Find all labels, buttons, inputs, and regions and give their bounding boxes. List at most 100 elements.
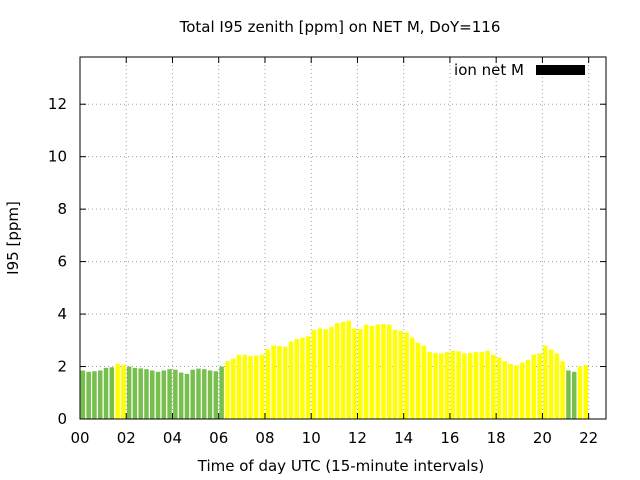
bar [97, 370, 103, 419]
bar [196, 368, 201, 419]
bar [346, 320, 352, 419]
x-tick-label: 00 [70, 429, 89, 447]
legend: ion net M [454, 61, 585, 79]
bar [161, 370, 167, 419]
bar [236, 354, 242, 419]
y-tick-label: 10 [48, 148, 67, 166]
bar [184, 373, 190, 419]
legend-swatch [536, 65, 585, 75]
bar [138, 368, 143, 419]
bar [375, 324, 380, 419]
chart-title: Total I95 zenith [ppm] on NET M, DoY=116 [179, 18, 501, 36]
bar [294, 338, 300, 419]
x-tick-label: 12 [348, 429, 367, 447]
y-tick-label: 2 [57, 358, 67, 376]
y-tick-label: 0 [57, 410, 67, 428]
bar [392, 329, 398, 419]
bar [485, 350, 490, 419]
bar [259, 354, 265, 419]
bar [126, 366, 132, 419]
x-tick-label: 14 [394, 429, 413, 447]
bar [149, 370, 155, 419]
axis-ticks [79, 57, 606, 420]
bar [554, 353, 560, 419]
bar [519, 362, 525, 419]
bar [306, 336, 311, 419]
bar [288, 341, 294, 419]
bar [225, 361, 230, 419]
bar [427, 352, 432, 419]
y-tick-label: 12 [48, 95, 67, 113]
bar [421, 345, 427, 419]
bar [277, 346, 282, 419]
bar [543, 345, 548, 419]
bar [271, 345, 276, 419]
x-tick-labels: 00 02 04 06 08 10 12 14 16 18 20 22 [70, 429, 598, 447]
bar [155, 371, 161, 419]
bar [386, 324, 392, 419]
bars [80, 320, 589, 419]
x-axis-label: Time of day UTC (15-minute intervals) [197, 457, 484, 475]
bar [323, 329, 328, 419]
bar [282, 346, 288, 419]
bar [202, 369, 207, 419]
bar [329, 327, 334, 419]
bar [450, 350, 456, 419]
bar [583, 365, 589, 419]
bar [358, 329, 363, 419]
bar [525, 359, 531, 419]
bar [456, 351, 461, 419]
bar [173, 369, 178, 419]
bar [462, 353, 467, 419]
bar [381, 324, 386, 419]
bar [496, 357, 502, 419]
bar [167, 369, 172, 419]
bar [300, 337, 305, 419]
bar [508, 363, 513, 419]
bar [560, 361, 565, 419]
bar [566, 370, 571, 419]
bar [363, 324, 369, 419]
x-tick-label: 10 [302, 429, 321, 447]
bar [178, 372, 184, 419]
bar [473, 352, 479, 419]
bar [207, 370, 213, 419]
bar [144, 369, 149, 419]
x-tick-label: 06 [209, 429, 228, 447]
bar [571, 371, 577, 419]
bar [491, 354, 496, 419]
bar [254, 355, 259, 419]
bar [537, 353, 542, 419]
bar [398, 331, 404, 419]
bar [115, 363, 120, 419]
bar [531, 354, 537, 419]
bar [577, 366, 583, 419]
y-tick-label: 6 [57, 253, 67, 271]
bar [415, 342, 421, 419]
bar [86, 371, 91, 419]
bar [121, 365, 126, 419]
grid-lines [80, 57, 606, 419]
bar [410, 337, 415, 419]
x-tick-label: 22 [579, 429, 598, 447]
bar [439, 353, 444, 419]
bar [230, 358, 236, 419]
bar [404, 332, 409, 419]
x-tick-label: 20 [533, 429, 552, 447]
y-tick-label: 4 [57, 305, 67, 323]
bar [242, 354, 247, 419]
bar [433, 352, 438, 419]
bar [444, 352, 450, 419]
bar [92, 371, 97, 419]
bar [109, 367, 115, 419]
bar [103, 367, 109, 419]
bar [311, 329, 317, 419]
x-tick-label: 18 [487, 429, 506, 447]
bar [514, 365, 519, 419]
bar [334, 323, 340, 419]
y-tick-label: 8 [57, 200, 67, 218]
bar [265, 349, 271, 419]
x-tick-label: 02 [117, 429, 136, 447]
bar [548, 349, 554, 419]
bar [248, 356, 253, 419]
